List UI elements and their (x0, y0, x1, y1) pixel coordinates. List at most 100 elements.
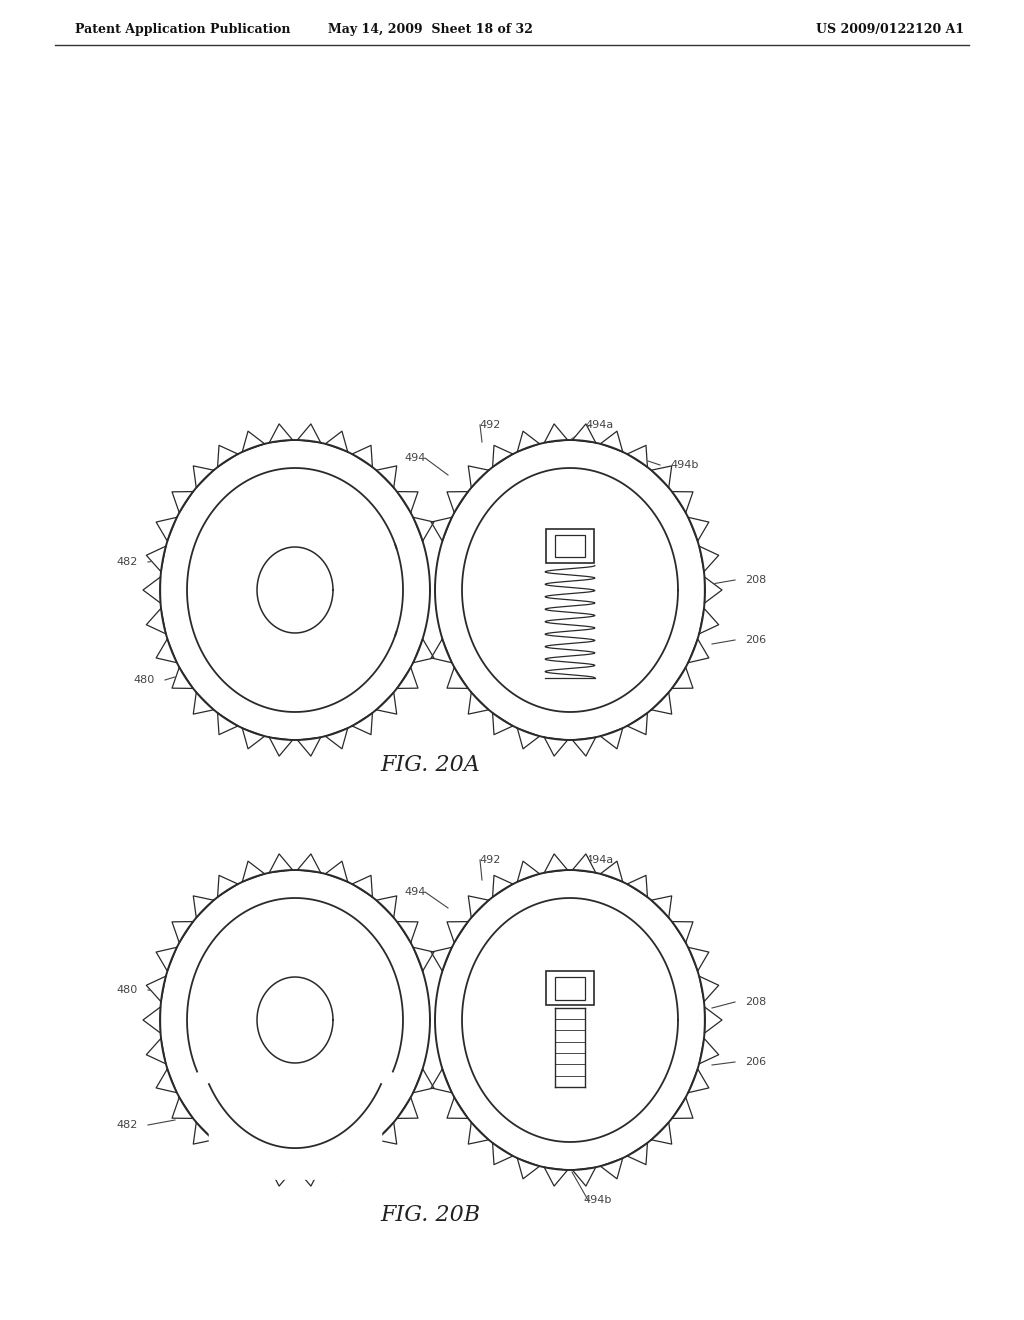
Polygon shape (397, 491, 418, 512)
Text: 480: 480 (117, 985, 138, 995)
Polygon shape (699, 546, 719, 572)
Polygon shape (447, 667, 468, 689)
Text: US 2009/0122120 A1: US 2009/0122120 A1 (816, 24, 964, 37)
Polygon shape (462, 469, 678, 711)
Polygon shape (352, 445, 373, 467)
Polygon shape (376, 1122, 396, 1144)
Polygon shape (699, 609, 719, 634)
Polygon shape (435, 440, 705, 741)
Polygon shape (705, 1007, 722, 1034)
Text: 480: 480 (134, 675, 155, 685)
Polygon shape (156, 517, 177, 541)
Polygon shape (156, 639, 177, 663)
Polygon shape (243, 729, 264, 748)
Polygon shape (326, 432, 348, 451)
Polygon shape (156, 1069, 177, 1093)
Text: 494a: 494a (586, 420, 614, 430)
Text: 208: 208 (745, 997, 766, 1007)
Bar (555, 535, 585, 557)
Polygon shape (269, 738, 293, 756)
Polygon shape (172, 491, 194, 512)
Polygon shape (468, 466, 488, 487)
Polygon shape (326, 1158, 348, 1179)
Polygon shape (326, 861, 348, 882)
Polygon shape (651, 1122, 672, 1144)
Text: 494a: 494a (586, 855, 614, 865)
Text: May 14, 2009  Sheet 18 of 32: May 14, 2009 Sheet 18 of 32 (328, 24, 532, 37)
Text: 494b: 494b (584, 1195, 612, 1205)
Polygon shape (651, 692, 672, 714)
Polygon shape (217, 445, 238, 467)
Text: Patent Application Publication: Patent Application Publication (75, 24, 291, 37)
Polygon shape (143, 1007, 161, 1034)
Polygon shape (600, 432, 623, 451)
Polygon shape (413, 639, 434, 663)
Polygon shape (243, 432, 264, 451)
Polygon shape (462, 898, 678, 1142)
Text: 482: 482 (117, 557, 138, 568)
Polygon shape (352, 713, 373, 735)
Polygon shape (627, 713, 647, 735)
Polygon shape (544, 738, 567, 756)
Polygon shape (627, 445, 647, 467)
Text: FIG. 20B: FIG. 20B (380, 1204, 480, 1226)
Polygon shape (431, 517, 452, 541)
Polygon shape (269, 1167, 293, 1187)
Polygon shape (326, 729, 348, 748)
Polygon shape (187, 469, 403, 711)
Polygon shape (397, 1097, 418, 1118)
Text: 494b: 494b (670, 459, 698, 470)
Polygon shape (517, 729, 540, 748)
Polygon shape (297, 738, 321, 756)
Polygon shape (352, 875, 373, 898)
Polygon shape (447, 491, 468, 512)
Text: 494: 494 (404, 453, 426, 463)
Polygon shape (544, 424, 567, 442)
Polygon shape (600, 1158, 623, 1179)
Polygon shape (572, 854, 596, 873)
Text: 482: 482 (117, 1119, 138, 1130)
Polygon shape (194, 1122, 214, 1144)
Bar (546, 529, 594, 564)
Polygon shape (297, 854, 321, 873)
Polygon shape (493, 1143, 513, 1164)
Polygon shape (160, 870, 430, 1170)
Polygon shape (627, 875, 647, 898)
Polygon shape (243, 1158, 264, 1179)
Polygon shape (600, 729, 623, 748)
Polygon shape (431, 1069, 452, 1093)
Polygon shape (352, 1143, 373, 1164)
Polygon shape (217, 713, 238, 735)
Polygon shape (651, 466, 672, 487)
Polygon shape (160, 440, 430, 741)
Polygon shape (699, 977, 719, 1002)
Polygon shape (172, 667, 194, 689)
Polygon shape (651, 896, 672, 917)
Polygon shape (269, 854, 293, 873)
Polygon shape (517, 432, 540, 451)
Polygon shape (194, 896, 214, 917)
Polygon shape (146, 609, 166, 634)
Text: 494: 494 (404, 887, 426, 898)
Polygon shape (468, 692, 488, 714)
Polygon shape (243, 861, 264, 882)
Bar (546, 972, 594, 1006)
Polygon shape (447, 921, 468, 942)
Polygon shape (672, 491, 693, 512)
Polygon shape (544, 854, 567, 873)
Polygon shape (517, 1158, 540, 1179)
Text: FIG. 20A: FIG. 20A (380, 754, 480, 776)
Polygon shape (688, 517, 709, 541)
Polygon shape (672, 921, 693, 942)
Polygon shape (688, 639, 709, 663)
Polygon shape (146, 546, 166, 572)
Polygon shape (435, 870, 705, 1170)
Polygon shape (672, 667, 693, 689)
Polygon shape (413, 1069, 434, 1093)
Polygon shape (627, 1143, 647, 1164)
Polygon shape (468, 1122, 488, 1144)
Polygon shape (493, 713, 513, 735)
Polygon shape (172, 1097, 194, 1118)
Polygon shape (517, 861, 540, 882)
Polygon shape (397, 921, 418, 942)
